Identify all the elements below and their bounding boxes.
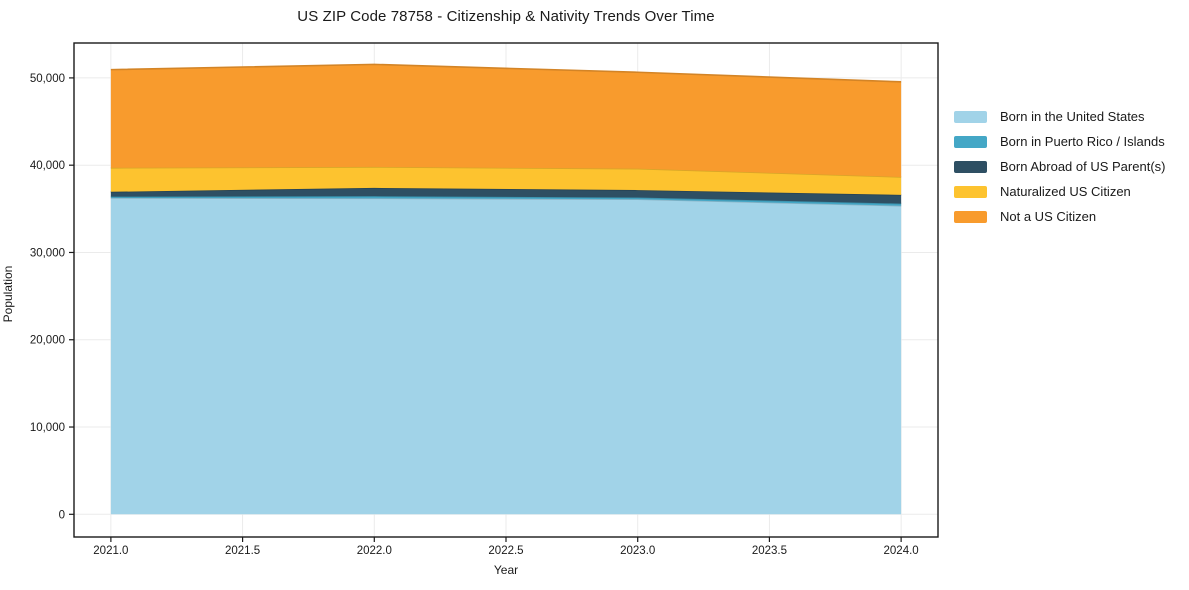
legend: Born in the United States Born in Puerto… [954,104,1165,229]
x-tick-label: 2022.0 [357,545,392,557]
x-tick-label: 2024.0 [884,545,919,557]
x-tick-label: 2022.5 [488,545,523,557]
legend-item-born-abroad: Born Abroad of US Parent(s) [954,154,1165,179]
legend-item-naturalized: Naturalized US Citizen [954,179,1165,204]
legend-label-born-in-us: Born in the United States [1000,109,1145,124]
legend-swatch-born-in-us [954,110,987,123]
x-tick-label: 2023.5 [752,545,787,557]
legend-swatch-naturalized [954,185,987,198]
chart-title: US ZIP Code 78758 - Citizenship & Nativi… [297,8,715,25]
legend-item-born-puerto-rico: Born in Puerto Rico / Islands [954,129,1165,154]
legend-label-not-citizen: Not a US Citizen [1000,209,1097,224]
legend-item-born-in-us: Born in the United States [954,104,1165,129]
legend-label-born-abroad: Born Abroad of US Parent(s) [1000,159,1166,174]
x-tick-label: 2021.0 [93,545,128,557]
x-axis-label: Year [493,563,519,577]
area-series-0 [110,197,902,515]
area-edge-4 [110,63,902,83]
y-tick-label: 10,000 [30,422,65,434]
y-tick-label: 30,000 [30,247,65,259]
y-tick-label: 40,000 [30,160,65,172]
x-tick-label: 2023.0 [620,545,655,557]
y-tick-label: 50,000 [30,73,65,85]
legend-swatch-born-abroad [954,160,987,173]
area-series-4 [110,64,902,177]
y-tick-label: 20,000 [30,335,65,347]
y-tick-label: 0 [59,509,65,521]
y-axis-label: Population [1,265,15,323]
x-tick-label: 2021.5 [225,545,260,557]
area-series-3 [110,166,902,195]
legend-swatch-born-puerto-rico [954,135,987,148]
legend-label-naturalized: Naturalized US Citizen [1000,184,1131,199]
legend-swatch-not-citizen [954,210,987,223]
legend-item-not-citizen: Not a US Citizen [954,204,1165,229]
legend-label-born-puerto-rico: Born in Puerto Rico / Islands [1000,134,1165,149]
